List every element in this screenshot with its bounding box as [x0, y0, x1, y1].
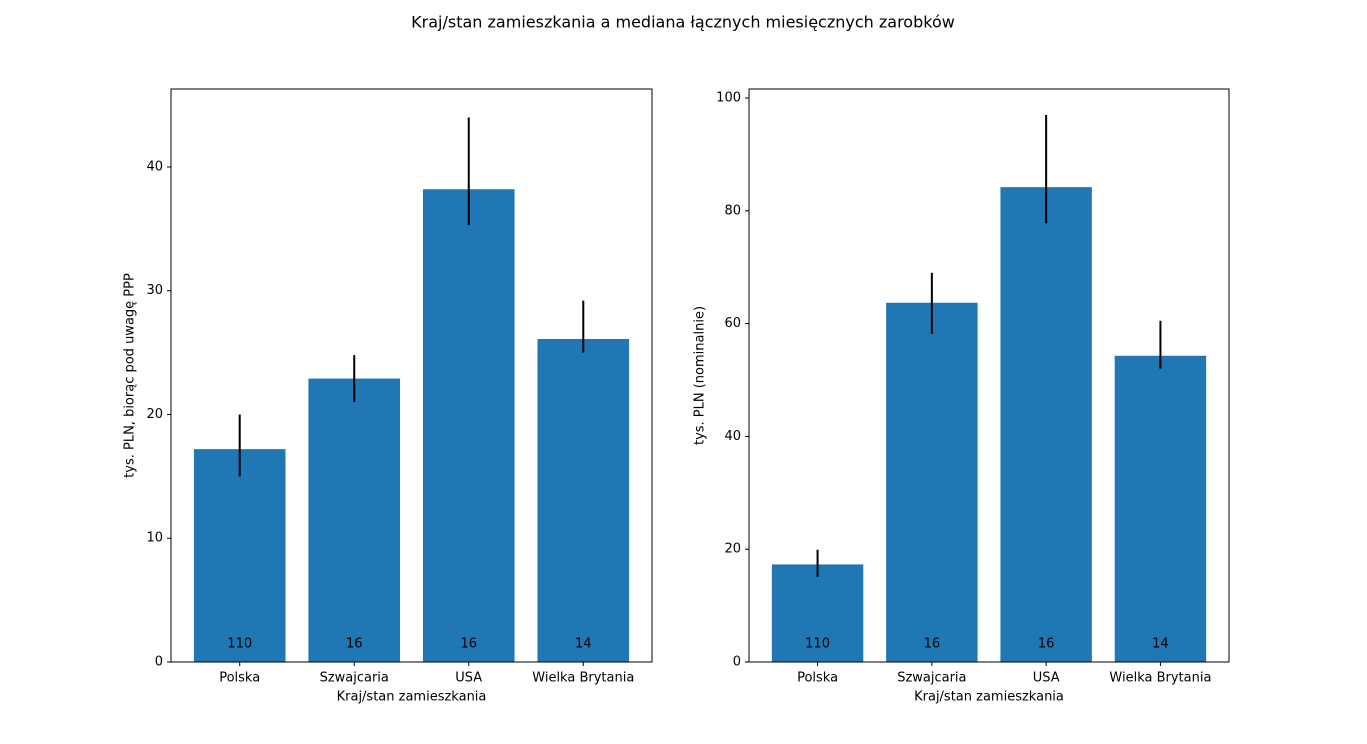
bar: [771, 564, 864, 662]
y-tick-label: 20: [146, 407, 163, 422]
count-label: 16: [460, 637, 477, 652]
count-label: 14: [1152, 637, 1169, 652]
x-tick-label: USA: [455, 671, 482, 686]
x-axis-label: Kraj/stan zamieszkania: [914, 690, 1064, 705]
bar: [1114, 355, 1207, 662]
count-label: 110: [805, 637, 830, 652]
y-tick-label: 80: [724, 203, 741, 218]
x-tick-label: Polska: [219, 671, 260, 686]
count-label: 16: [1038, 637, 1055, 652]
x-tick-label: Szwajcaria: [320, 671, 389, 686]
y-tick-label: 40: [724, 429, 741, 444]
y-tick-label: 40: [146, 159, 163, 174]
bar: [1000, 187, 1092, 662]
axes-frame: [170, 88, 653, 663]
y-tick-label: 30: [146, 283, 163, 298]
x-tick-label: Szwajcaria: [897, 671, 966, 686]
figure-title: Kraj/stan zamieszkania a mediana łącznyc…: [411, 13, 955, 32]
x-tick-label: Wielka Brytania: [532, 671, 634, 686]
count-label: 16: [924, 637, 941, 652]
y-axis-label: tys. PLN, biorąc pod uwagę PPP: [123, 273, 138, 478]
x-axis-label: Kraj/stan zamieszkania: [337, 690, 487, 705]
bar: [422, 189, 515, 662]
y-tick-label: 0: [733, 655, 741, 670]
y-tick-label: 100: [716, 91, 741, 106]
bar: [886, 302, 978, 662]
bar: [308, 378, 401, 662]
x-tick-label: Wielka Brytania: [1109, 671, 1211, 686]
x-tick-label: USA: [1033, 671, 1060, 686]
bar: [193, 449, 286, 662]
y-tick-label: 60: [724, 316, 741, 331]
axes-frame: [748, 88, 1230, 663]
y-tick-label: 10: [146, 531, 163, 546]
y-tick-label: 20: [724, 542, 741, 557]
y-tick-label: 0: [155, 655, 163, 670]
count-label: 14: [575, 637, 592, 652]
y-axis-label: tys. PLN (nominalnie): [693, 306, 708, 445]
count-label: 16: [346, 637, 363, 652]
bar: [537, 338, 630, 662]
count-label: 110: [227, 637, 252, 652]
x-tick-label: Polska: [797, 671, 838, 686]
